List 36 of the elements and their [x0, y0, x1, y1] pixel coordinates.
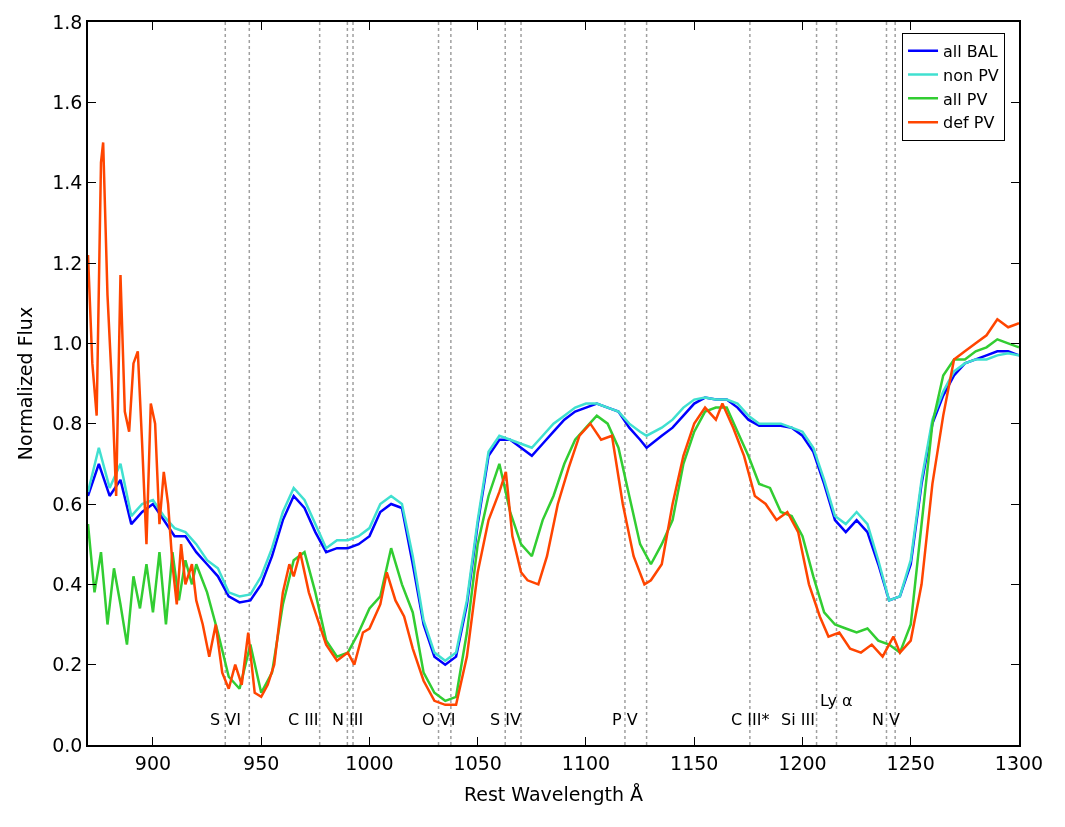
x-tick-label: 950 [243, 751, 280, 774]
ref-line-label: Ly α [820, 691, 853, 710]
x-tick-label: 1250 [886, 751, 935, 774]
ref-line-label: P V [612, 710, 638, 729]
x-tick-label: 1150 [670, 751, 719, 774]
y-tick-label: 0.6 [52, 492, 83, 515]
line-series [88, 141, 1019, 707]
ref-line-label: S VI [210, 710, 241, 729]
x-tick-label: 1100 [561, 751, 611, 774]
y-tick-label: 0.0 [52, 733, 83, 756]
legend-label: def PV [943, 113, 995, 133]
x-tick-label: 1000 [345, 751, 394, 774]
y-tick-label: 1.8 [52, 10, 83, 33]
ref-line-label: Si III [781, 710, 815, 729]
x-tick-label: 1300 [994, 751, 1044, 774]
legend-label: all PV [943, 89, 988, 109]
y-tick-label: 0.8 [52, 412, 83, 435]
x-axis-title: Rest Wavelength Å [463, 782, 644, 805]
ref-line-label: C III [288, 710, 319, 729]
x-tick-label: 900 [134, 751, 172, 774]
ref-line-label: N V [872, 710, 901, 729]
legend-label: all BAL [943, 41, 998, 61]
ref-line-label: O VI [422, 710, 456, 729]
y-tick-label: 0.2 [52, 653, 83, 676]
y-tick-label: 0.4 [52, 572, 83, 595]
legend-label: non PV [943, 65, 999, 85]
y-tick-label: 1.6 [52, 90, 83, 113]
x-tick-label: 1050 [453, 751, 502, 774]
y-tick-label: 1.2 [52, 251, 83, 274]
ref-line-label: C III* [731, 710, 770, 729]
ref-line-label: S IV [490, 710, 521, 729]
y-tick-label: 1.0 [52, 331, 83, 354]
y-tick-label: 1.4 [52, 171, 83, 194]
ref-line-label: N III [332, 710, 364, 729]
y-axis-title: Normalized Flux [13, 306, 36, 461]
x-tick-label: 1200 [778, 751, 827, 774]
